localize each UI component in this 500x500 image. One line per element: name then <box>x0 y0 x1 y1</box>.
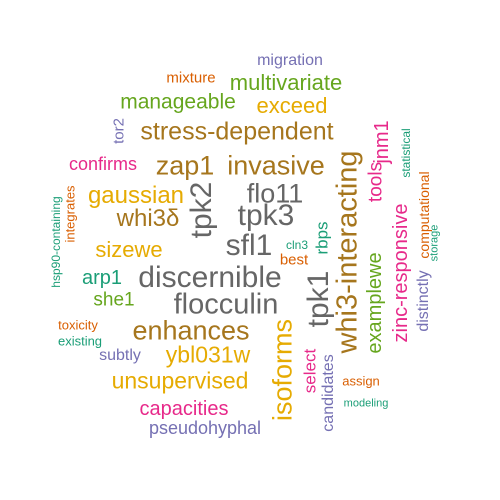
word-15: integrates <box>64 185 77 242</box>
word-13: tools <box>367 162 386 202</box>
word-28: best <box>280 253 308 268</box>
word-4: exceed <box>257 95 328 117</box>
word-7: jnm1 <box>372 120 392 163</box>
word-18: tpk2 <box>187 182 217 239</box>
word-33: tpk1 <box>304 271 334 328</box>
word-41: ybl031w <box>166 344 250 367</box>
word-45: assign <box>342 375 380 388</box>
word-22: storage <box>430 225 441 262</box>
word-47: capacities <box>140 399 229 419</box>
word-39: isoforms <box>270 319 297 421</box>
word-19: whi3δ <box>117 207 180 231</box>
word-25: sizewe <box>95 239 162 261</box>
word-8: statistical <box>400 128 412 177</box>
word-30: distinctly <box>416 270 432 331</box>
word-40: subtly <box>99 348 141 364</box>
word-44: unsupervised <box>112 370 249 393</box>
word-23: hsp90-containing <box>50 196 62 287</box>
word-34: she1 <box>93 291 134 310</box>
word-11: invasive <box>227 153 325 180</box>
word-0: migration <box>257 53 323 69</box>
word-48: pseudohyphal <box>149 419 261 437</box>
word-9: confirms <box>69 155 137 173</box>
word-36: toxicity <box>58 319 98 332</box>
word-24: rbps <box>314 221 331 254</box>
word-10: zap1 <box>156 153 215 180</box>
word-29: examplewe <box>365 252 385 353</box>
word-31: arp1 <box>82 268 122 288</box>
word-1: mixture <box>166 71 215 86</box>
word-3: manageable <box>120 92 236 113</box>
word-26: sfl1 <box>226 231 273 261</box>
word-27: cln3 <box>286 239 308 251</box>
word-5: stress-dependent <box>140 120 333 145</box>
word-2: multivariate <box>230 72 342 94</box>
word-21: zinc-responsive <box>391 204 411 343</box>
word-6: tor2 <box>112 118 127 144</box>
word-42: select <box>302 349 319 393</box>
word-38: existing <box>58 335 102 348</box>
word-46: modeling <box>344 399 389 410</box>
word-20: tpk3 <box>238 201 295 231</box>
word-12: whi3-interacting <box>334 150 363 353</box>
word-37: enhances <box>132 318 249 345</box>
word-43: candidates <box>321 354 337 431</box>
